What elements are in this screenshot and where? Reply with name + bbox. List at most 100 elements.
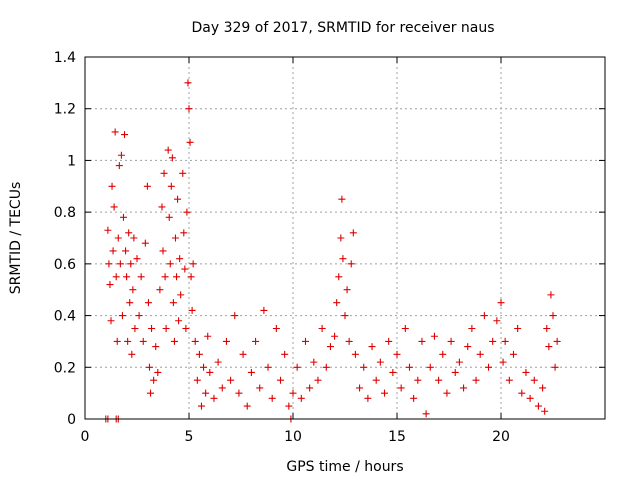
data-point (426, 363, 434, 371)
chart-title: Day 329 of 2017, SRMTID for receiver nau… (191, 20, 494, 36)
data-point (239, 350, 247, 358)
data-point (126, 299, 134, 307)
data-point (175, 317, 183, 325)
data-point (476, 350, 484, 358)
data-point (235, 389, 243, 397)
data-point (122, 247, 130, 255)
data-point (164, 146, 172, 154)
data-point (293, 363, 301, 371)
data-point (514, 325, 522, 332)
data-point (174, 195, 182, 203)
data-point (169, 299, 177, 307)
data-points (102, 79, 561, 423)
data-point (543, 325, 551, 332)
data-point (115, 162, 123, 170)
data-point (364, 394, 372, 402)
y-tick-label: 1 (67, 153, 76, 169)
data-point (119, 213, 127, 221)
data-point (124, 337, 132, 345)
data-point (422, 410, 430, 418)
data-point (335, 273, 343, 281)
data-point (347, 260, 355, 268)
data-point (182, 325, 190, 332)
data-point (331, 332, 339, 340)
data-point (418, 337, 426, 345)
data-point (414, 376, 422, 384)
data-point (247, 368, 255, 376)
data-point (200, 363, 208, 371)
data-point (152, 343, 160, 351)
data-point (105, 260, 113, 268)
data-point (281, 350, 289, 358)
data-point (480, 312, 488, 320)
data-point (145, 363, 153, 371)
data-point (227, 376, 235, 384)
data-point (118, 312, 126, 320)
y-tick-label: 0.6 (54, 257, 76, 273)
data-point (181, 265, 189, 273)
data-point (260, 306, 268, 314)
data-point (553, 337, 561, 345)
data-point (139, 337, 147, 345)
x-axis-label: GPS time / hours (286, 459, 403, 475)
data-point (150, 376, 158, 384)
x-tick-label: 10 (284, 429, 302, 445)
data-point (401, 325, 409, 332)
data-point (464, 343, 472, 351)
data-point (501, 337, 509, 345)
axis-ticks (84, 56, 605, 420)
data-point (193, 376, 201, 384)
data-point (159, 247, 167, 255)
data-point (256, 384, 264, 392)
data-point (489, 337, 497, 345)
data-point (129, 286, 137, 294)
data-point (349, 229, 357, 237)
data-point (171, 234, 179, 242)
data-point (534, 402, 542, 410)
data-point (518, 389, 526, 397)
data-point (131, 325, 139, 332)
data-point (539, 384, 547, 392)
data-point (243, 402, 251, 410)
data-point (170, 337, 178, 345)
y-tick-label: 0.2 (54, 360, 76, 376)
data-point (113, 337, 121, 345)
data-point (166, 260, 174, 268)
data-point (222, 337, 230, 345)
data-point (130, 234, 138, 242)
data-point (177, 291, 185, 299)
data-point (393, 350, 401, 358)
data-point (397, 384, 405, 392)
data-point (338, 195, 346, 203)
data-point (168, 154, 176, 162)
data-point (509, 350, 517, 358)
data-point (110, 203, 118, 211)
data-point (405, 363, 413, 371)
data-point (183, 208, 191, 216)
data-point (191, 337, 199, 345)
data-point (161, 273, 169, 281)
data-point (160, 169, 168, 177)
data-point (372, 376, 380, 384)
data-point (268, 394, 276, 402)
data-point (108, 182, 116, 190)
data-point (143, 182, 151, 190)
data-point (472, 376, 480, 384)
data-point (162, 325, 170, 332)
data-point (410, 394, 418, 402)
data-point (381, 389, 389, 397)
data-point (285, 402, 293, 410)
data-point (167, 182, 175, 190)
data-point (188, 306, 196, 314)
data-point (376, 358, 384, 366)
x-tick-label: 15 (388, 429, 406, 445)
data-point (435, 376, 443, 384)
data-point (195, 350, 203, 358)
y-tick-label: 1.4 (54, 50, 76, 66)
data-point (447, 337, 455, 345)
data-point (277, 376, 285, 384)
data-point (135, 312, 143, 320)
data-point (187, 273, 195, 281)
data-point (128, 350, 136, 358)
data-point (333, 299, 341, 307)
